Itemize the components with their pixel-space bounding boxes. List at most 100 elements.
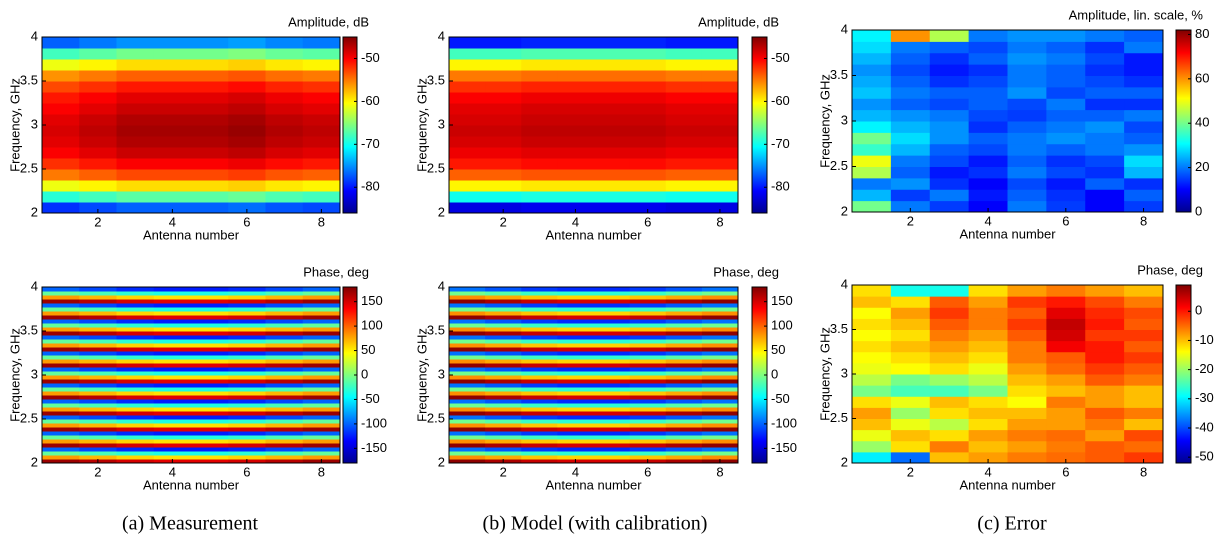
heatmap-cell (665, 295, 703, 300)
heatmap-cell (449, 311, 486, 316)
heatmap-cell (191, 303, 229, 308)
heatmap-cell (116, 287, 155, 292)
heatmap-cell (228, 327, 266, 332)
heatmap-cell (191, 395, 229, 400)
heatmap-cell (42, 459, 80, 464)
heatmap-cell (557, 81, 594, 93)
heatmap-cell (265, 169, 304, 181)
heatmap-cell (116, 351, 155, 356)
heatmap-cell (485, 407, 522, 412)
heatmap-cell (521, 399, 558, 404)
heatmap-cell (42, 295, 80, 300)
heatmap-cell (485, 307, 522, 312)
heatmap-cell (1007, 200, 1047, 213)
heatmap-cell (929, 396, 970, 408)
heatmap-cell (302, 327, 341, 332)
heatmap-cell (521, 331, 558, 336)
heatmap-cell (191, 363, 229, 368)
heatmap-cell (665, 103, 703, 115)
heatmap-cell (629, 455, 667, 460)
heatmap-cell (890, 143, 931, 156)
heatmap-cell (449, 387, 486, 392)
heatmap-cell (1085, 329, 1125, 342)
colorbar-tick-label: -30 (1195, 390, 1214, 405)
heatmap-cell (629, 371, 667, 376)
heatmap-cell (1007, 41, 1047, 54)
heatmap-cell (116, 363, 155, 368)
heatmap-cell (593, 407, 631, 412)
heatmap-cell (852, 155, 892, 167)
heatmap-cell (228, 70, 266, 82)
heatmap-cell (79, 319, 117, 324)
heatmap-cell (116, 443, 155, 448)
heatmap-cell (890, 75, 931, 88)
heatmap-cell (302, 319, 341, 324)
heatmap-cell (852, 64, 892, 76)
heatmap-cell (521, 287, 558, 292)
heatmap-cell (665, 331, 703, 336)
heatmap-cell (265, 311, 304, 316)
heatmap-cell (665, 315, 703, 320)
heatmap-cell (1085, 132, 1125, 145)
colorbar-tick-label: 50 (771, 342, 785, 357)
heatmap-cell (116, 395, 155, 400)
heatmap-cell (1046, 30, 1086, 42)
heatmap-cell (1124, 396, 1164, 408)
heatmap-cell (42, 287, 80, 292)
heatmap-cell (449, 331, 486, 336)
heatmap-cell (449, 443, 486, 448)
caption: (c) Error (977, 513, 1047, 535)
heatmap-cell (228, 191, 266, 203)
heatmap-cell (191, 48, 229, 60)
heatmap-cell (302, 403, 341, 408)
heatmap-cell (929, 86, 970, 99)
heatmap-cell (701, 191, 739, 203)
heatmap-cell (449, 291, 486, 296)
heatmap-cell (42, 158, 80, 170)
heatmap-cell (449, 158, 486, 170)
heatmap-cell (449, 355, 486, 360)
y-tick-label: 4 (31, 28, 38, 43)
heatmap-cell (557, 315, 594, 320)
heatmap-cell (42, 351, 80, 356)
heatmap-cell (1085, 52, 1125, 65)
heatmap-cell (1007, 177, 1047, 190)
heatmap-cell (79, 415, 117, 420)
heatmap-cell (968, 340, 1008, 353)
heatmap-cell (449, 136, 486, 148)
heatmap-cell (79, 399, 117, 404)
heatmap-cell (191, 455, 229, 460)
heatmap-cell (521, 359, 558, 364)
heatmap-cell (153, 81, 192, 93)
heatmap-cell (557, 92, 594, 104)
heatmap-cell (665, 379, 703, 384)
heatmap-cell (228, 347, 266, 352)
heatmap-cell (191, 343, 229, 348)
heatmap-cell (79, 411, 117, 416)
heatmap-cell (79, 59, 117, 71)
heatmap-cell (42, 299, 80, 304)
heatmap-cell (665, 70, 703, 82)
heatmap-cell (593, 423, 631, 428)
heatmap-cell (1046, 41, 1086, 54)
heatmap-cell (116, 403, 155, 408)
heatmap-cell (265, 291, 304, 296)
heatmap-cell (1007, 362, 1047, 375)
heatmap-cell (852, 318, 892, 330)
heatmap-cell (629, 387, 667, 392)
heatmap-cell (153, 147, 192, 159)
heatmap-cell (449, 427, 486, 432)
heatmap-cell (302, 311, 341, 316)
heatmap-cell (153, 191, 192, 203)
heatmap-cell (449, 81, 486, 93)
heatmap-cell (929, 41, 970, 54)
heatmap-cell (1124, 329, 1164, 342)
heatmap-cell (557, 403, 594, 408)
y-tick-label: 3.5 (427, 322, 445, 337)
heatmap-cell (79, 291, 117, 296)
heatmap-cell (79, 147, 117, 159)
heatmap-cell (890, 418, 931, 431)
heatmap-cell (1085, 41, 1125, 54)
heatmap-cell (302, 387, 341, 392)
heatmap-cell (449, 287, 486, 292)
